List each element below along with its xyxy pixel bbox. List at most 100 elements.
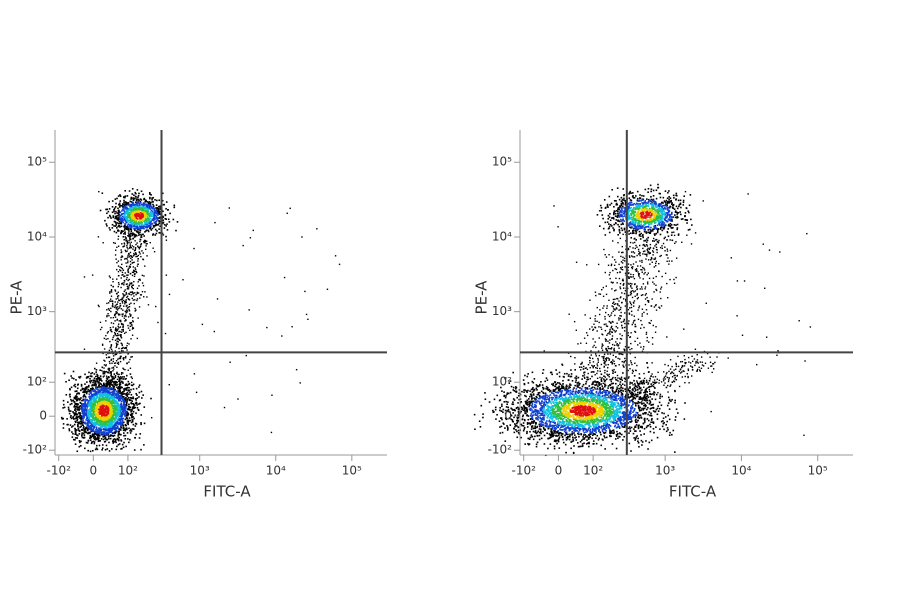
- event-dot: [108, 369, 110, 372]
- event-dot: [129, 273, 132, 275]
- event-dot: [134, 214, 137, 217]
- event-dot: [619, 358, 621, 360]
- event-dot: [88, 426, 90, 429]
- event-dot: [612, 269, 614, 272]
- event-dot: [588, 356, 591, 359]
- event-dot: [630, 286, 632, 288]
- event-dot: [118, 216, 120, 219]
- event-dot: [70, 400, 73, 402]
- event-dot: [102, 390, 105, 392]
- event-dot: [121, 220, 124, 223]
- event-dot: [98, 190, 100, 193]
- event-dot: [109, 416, 112, 419]
- event-dot: [110, 434, 113, 437]
- event-dot: [131, 420, 134, 423]
- event-dot: [134, 406, 136, 409]
- event-dot: [135, 392, 137, 395]
- event-dot: [112, 322, 115, 325]
- event-dot: [130, 384, 133, 387]
- event-dot: [123, 347, 126, 349]
- event-dot: [98, 379, 101, 382]
- event-dot: [89, 389, 92, 392]
- event-dot: [86, 386, 88, 388]
- event-dot: [120, 256, 122, 259]
- event-dot: [75, 398, 78, 400]
- event-dot: [605, 256, 608, 258]
- event-dot: [128, 305, 131, 308]
- event-dot: [82, 432, 85, 435]
- event-dot: [131, 193, 134, 195]
- event-dot: [600, 328, 603, 330]
- event-dot: [115, 308, 118, 310]
- event-dot: [132, 255, 135, 257]
- event-dot: [648, 277, 651, 280]
- event-dot: [114, 332, 117, 335]
- event-dot: [612, 354, 615, 357]
- event-dot: [150, 397, 152, 400]
- event-dot: [119, 211, 122, 214]
- event-dot: [168, 221, 171, 223]
- event-dot: [651, 298, 653, 300]
- event-dot: [110, 373, 112, 376]
- event-dot: [622, 364, 624, 366]
- event-dot: [132, 287, 135, 290]
- event-dot: [627, 269, 629, 271]
- event-dot: [126, 224, 129, 227]
- event-dot: [120, 308, 123, 310]
- event-dot: [117, 435, 119, 437]
- event-dot: [89, 387, 92, 390]
- event-dot: [157, 212, 160, 215]
- event-dot: [130, 393, 133, 396]
- event-dot: [149, 212, 152, 214]
- event-dot: [124, 429, 127, 432]
- event-dot: [131, 286, 133, 289]
- event-dot: [131, 233, 133, 235]
- event-dot: [138, 202, 141, 205]
- event-dot: [591, 371, 593, 373]
- event-dot: [73, 401, 76, 403]
- event-dot: [134, 307, 136, 310]
- event-dot: [89, 402, 92, 405]
- event-dot: [119, 226, 121, 228]
- event-dot: [107, 375, 110, 378]
- event-dot: [143, 275, 145, 277]
- event-dot: [109, 326, 112, 329]
- event-dot: [601, 377, 603, 379]
- event-dot: [646, 300, 649, 302]
- event-dot: [594, 388, 596, 390]
- event-dot: [124, 387, 126, 390]
- event-dot: [109, 379, 111, 381]
- event-dot: [147, 229, 149, 232]
- event-dot: [116, 445, 118, 448]
- event-dot: [139, 253, 141, 255]
- event-dot: [139, 225, 141, 228]
- event-dot: [75, 390, 78, 392]
- event-dot: [609, 353, 612, 355]
- event-dot: [122, 206, 124, 208]
- event-dot: [128, 234, 130, 236]
- event-dot: [118, 307, 121, 309]
- event-dot: [115, 334, 118, 337]
- event-dot: [125, 237, 127, 240]
- event-dot: [117, 229, 119, 231]
- event-dot: [82, 398, 85, 401]
- event-dot: [91, 402, 93, 404]
- event-dot: [116, 420, 118, 423]
- event-dot: [128, 221, 131, 224]
- event-dot: [111, 427, 114, 429]
- event-dot: [142, 227, 145, 229]
- event-dot: [631, 369, 634, 371]
- event-dot: [110, 344, 113, 346]
- event-dot: [68, 428, 71, 430]
- event-dot: [81, 436, 84, 439]
- event-dot: [130, 421, 133, 424]
- event-dot: [673, 231, 675, 233]
- event-dot: [165, 239, 168, 241]
- event-dot: [122, 297, 124, 299]
- event-dot: [120, 373, 123, 375]
- event-dot: [137, 317, 139, 319]
- event-dot: [113, 210, 115, 213]
- event-dot: [84, 421, 86, 424]
- event-dot: [150, 201, 152, 204]
- event-dot: [124, 227, 127, 230]
